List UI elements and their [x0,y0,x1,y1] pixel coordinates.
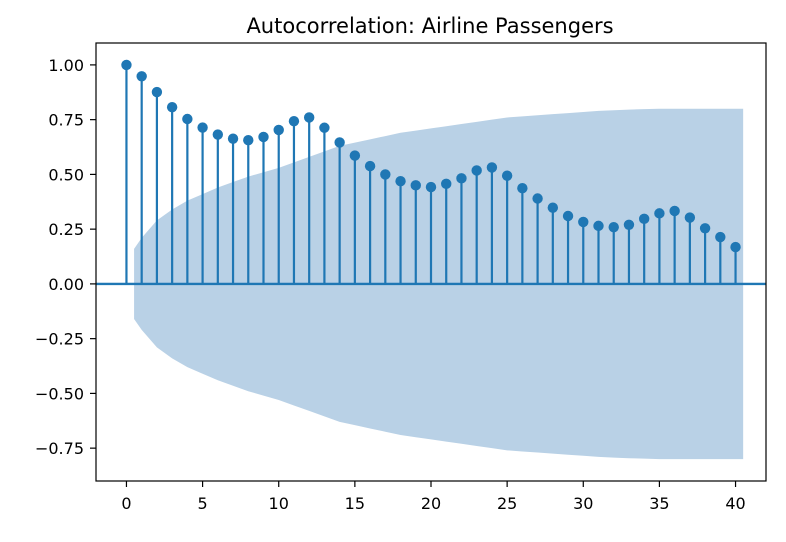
acf-marker-22 [456,173,467,184]
acf-marker-36 [669,205,680,217]
x-tick-label-25: 25 [497,494,517,513]
stem-layer [125,64,737,284]
acf-marker-25 [501,170,513,181]
acf-marker-32 [608,221,619,233]
acf-marker-3 [166,101,178,113]
acf-marker-16 [364,160,376,172]
acf-marker-39 [715,231,726,243]
y-ticks: −0.75 −0.50 −0.25 0.00 0.25 0.50 0.75 1.00 [35,56,96,458]
x-tick-label-10: 10 [269,494,289,513]
x-tick-label-30: 30 [573,494,593,513]
acf-marker-19 [410,180,421,191]
marker-layer [121,59,741,253]
acf-marker-11 [288,115,300,127]
acf-marker-29 [562,210,574,222]
y-tick-label-2: −0.25 [35,330,84,349]
x-tick-label-0: 0 [121,494,131,513]
acf-marker-9 [258,131,269,143]
acf-marker-34 [638,213,650,225]
y-tick-label-4: 0.25 [48,220,84,239]
acf-marker-35 [654,208,665,219]
acf-marker-7 [227,133,239,144]
acf-marker-28 [547,202,559,213]
acf-marker-6 [212,129,224,140]
x-tick-label-15: 15 [345,494,365,513]
acf-marker-40 [730,241,741,253]
acf-marker-21 [441,178,452,190]
acf-marker-26 [517,182,528,194]
x-tick-label-40: 40 [725,494,745,513]
y-tick-label-7: 1.00 [48,56,84,75]
acf-marker-12 [303,112,315,123]
acf-marker-17 [380,169,391,180]
acf-marker-20 [425,181,437,193]
x-ticks: 0 5 10 15 20 25 30 35 40 [121,481,746,513]
acf-marker-23 [471,165,482,176]
acf-marker-4 [182,113,193,125]
x-tick-label-5: 5 [197,494,207,513]
acf-marker-0 [121,59,132,71]
acf-marker-33 [623,219,635,230]
acf-marker-10 [273,124,284,136]
acf-marker-2 [151,86,163,98]
acf-marker-14 [334,137,345,148]
acf-marker-24 [486,162,498,173]
acf-marker-18 [395,175,406,187]
y-tick-label-1: −0.50 [35,384,84,403]
acf-marker-15 [349,150,361,161]
acf-marker-37 [684,212,696,223]
acf-marker-31 [593,220,604,232]
y-tick-label-3: 0.00 [48,275,84,294]
y-tick-label-0: −0.75 [35,439,84,458]
acf-marker-5 [197,122,208,133]
acf-marker-30 [578,216,589,228]
y-tick-label-6: 0.75 [48,111,84,130]
acf-marker-1 [136,71,147,82]
acf-marker-13 [319,122,330,133]
acf-marker-27 [532,193,543,204]
x-tick-label-20: 20 [421,494,441,513]
y-tick-label-5: 0.50 [48,165,84,184]
acf-marker-8 [243,135,254,146]
chart-title: Autocorrelation: Airline Passengers [246,14,613,38]
x-tick-label-35: 35 [649,494,669,513]
acf-marker-38 [699,223,711,234]
